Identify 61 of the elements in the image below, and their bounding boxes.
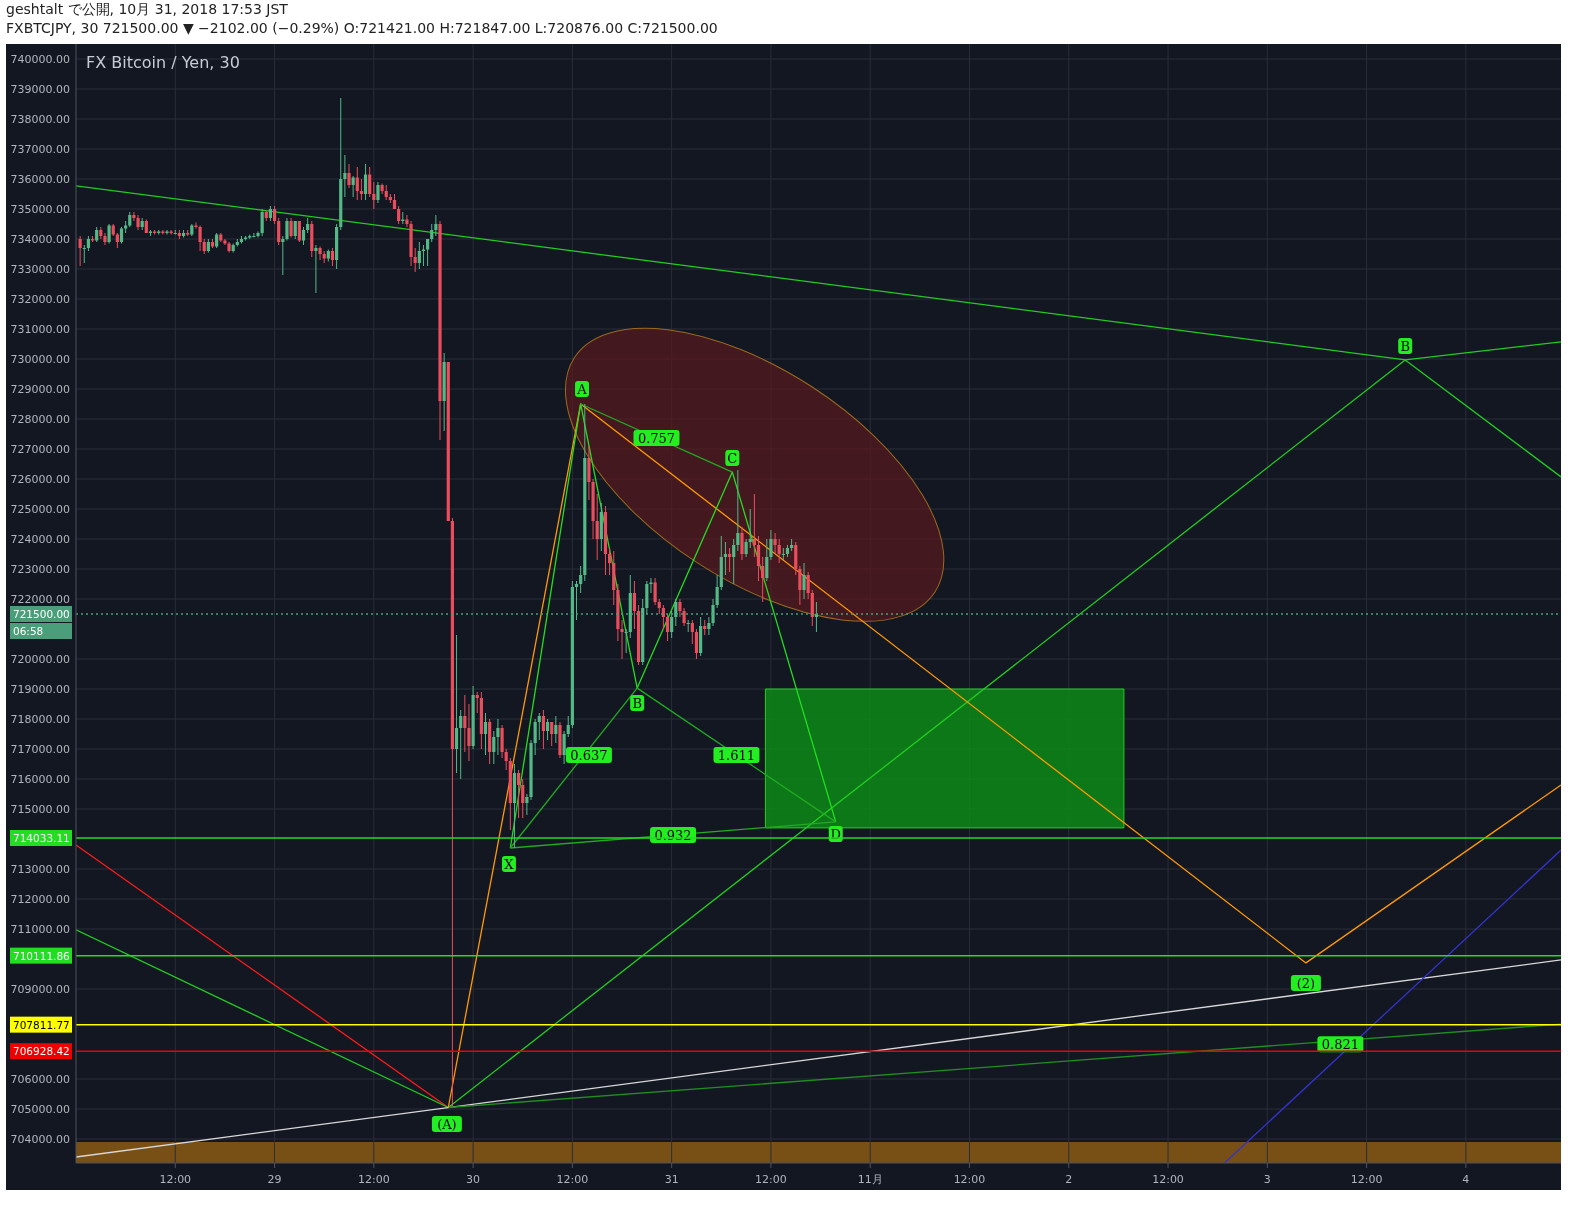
y-tick-label: 716000.00 [10, 773, 70, 786]
ref-label: 706928.42 [10, 1043, 72, 1060]
y-tick-label: 737000.00 [10, 143, 70, 156]
y-tick-label: 717000.00 [10, 743, 70, 756]
text: geshtalt で公開, 10月 31, 2018 17:53 JST [6, 1, 289, 17]
y-tick-label: 711000.00 [10, 923, 70, 936]
x-tick-label: 12:00 [357, 1173, 390, 1186]
y-tick-label: 722000.00 [10, 593, 70, 606]
annotation: (2) [1296, 976, 1316, 991]
y-tick-label: 726000.00 [10, 473, 70, 486]
annotation: (A) [437, 1117, 457, 1132]
y-tick-label: 725000.00 [10, 503, 70, 516]
x-tick-label: 11月 [857, 1173, 883, 1186]
y-tick-label: 729000.00 [10, 383, 70, 396]
y-tick-label: 704000.00 [10, 1133, 70, 1146]
ref-label: 714033.11 [10, 830, 72, 846]
y-tick-label: 705000.00 [10, 1103, 70, 1116]
x-tick-label: 12:00 [1350, 1173, 1383, 1186]
annotation: (2) [1290, 975, 1321, 991]
y-tick-label: 720000.00 [10, 653, 70, 666]
x-tick-label: 12:00 [556, 1173, 589, 1186]
y-tick-label: 728000.00 [10, 413, 70, 426]
y-tick-label: 740000.00 [10, 53, 70, 66]
y-tick-label: 712000.00 [10, 893, 70, 906]
y-tick-label: 733000.00 [10, 263, 70, 276]
annotation: 0.757 [637, 431, 676, 447]
y-tick-label: 736000.00 [10, 173, 70, 186]
annotation: (A) [431, 1116, 462, 1132]
x-tick-label: 30 [466, 1173, 481, 1186]
y-tick-label: 724000.00 [10, 533, 70, 546]
y-tick-label: 734000.00 [10, 233, 70, 246]
x-tick-label: 12:00 [159, 1173, 192, 1186]
y-tick-label: 731000.00 [10, 323, 70, 336]
y-tick-label: 715000.00 [10, 803, 70, 816]
x-tick-label: 12:00 [755, 1173, 787, 1186]
annotation: 0.757 [633, 430, 680, 447]
y-tick-label: 723000.00 [10, 563, 70, 576]
y-tick-label: 739000.00 [10, 83, 70, 96]
y-tick-label: 735000.00 [10, 203, 70, 216]
x-tick-label: 2 [1065, 1173, 1073, 1186]
y-tick-label: 718000.00 [10, 713, 70, 726]
y-tick-label: 709000.00 [10, 983, 70, 996]
x-tick-label: 31 [664, 1173, 679, 1186]
x-tick-label: 4 [1462, 1173, 1470, 1186]
subtitle: FXBTCJPY, 30 721500.00 ▼ −2102.00 (−0.29%) O:721421.00 H:721847.00 L:720876.00 C:721500.00 [6, 20, 718, 36]
x-tick-label: 12:00 [1152, 1173, 1184, 1186]
y-tick-label: 730000.00 [10, 353, 70, 366]
title: FX Bitcoin / Yen, 30 [86, 53, 240, 72]
annotation: C [725, 450, 740, 466]
annotation: B [1398, 338, 1413, 355]
y-tick-label: 706000.00 [10, 1073, 70, 1086]
y-tick-label: 713000.00 [10, 863, 70, 876]
y-tick-label: 719000.00 [10, 683, 70, 696]
y-tick-label: 738000.00 [10, 113, 70, 126]
x-tick-label: 3 [1263, 1173, 1271, 1186]
x-tick-label: 29 [267, 1173, 282, 1186]
ref-label: 721500.00 06:58 [10, 606, 72, 639]
x-tick-label: 12:00 [953, 1173, 986, 1186]
y-tick-label: 732000.00 [10, 293, 70, 306]
y-tick-label: 727000.00 [10, 443, 70, 456]
annotation: A [575, 381, 590, 397]
